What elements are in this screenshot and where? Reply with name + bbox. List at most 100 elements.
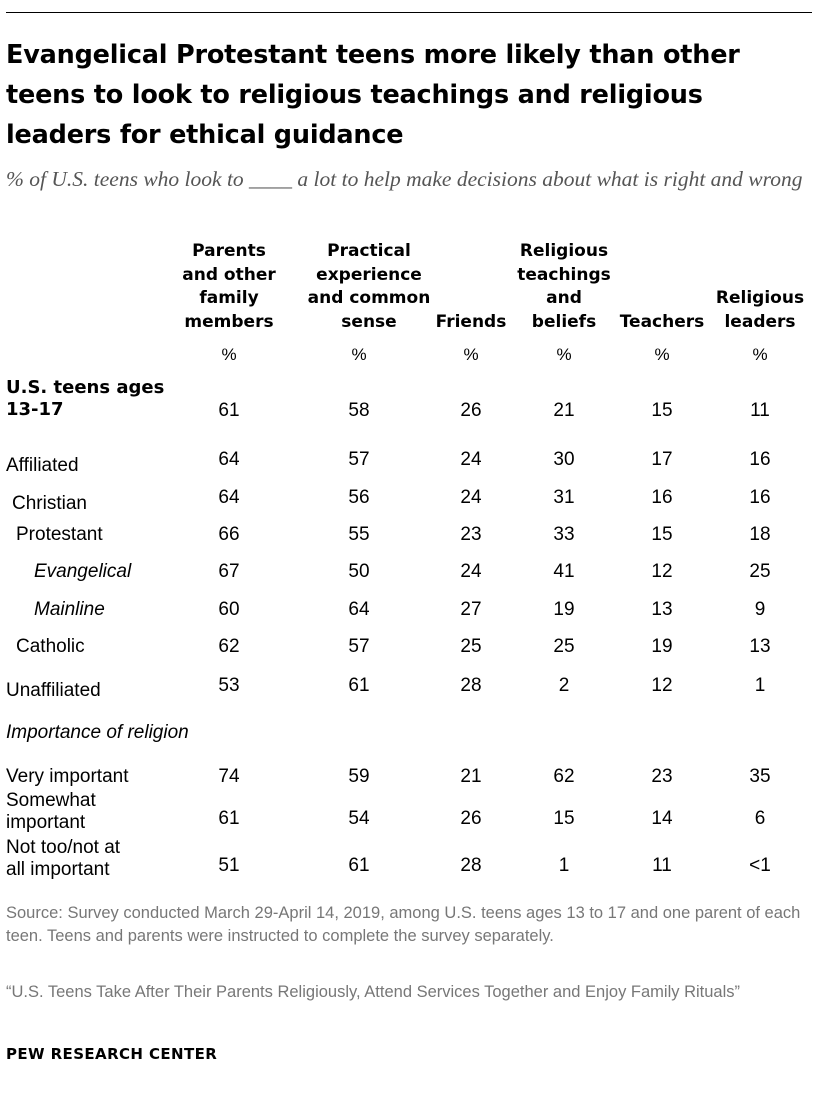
column-header-text: Friends [435,311,507,332]
table-cell: 60 [218,599,240,620]
table-cell: 2 [558,675,570,696]
table-cell: 64 [218,487,240,508]
percent-unit-label: % [463,345,479,364]
table-cell: 25 [749,561,771,582]
table-cell: 61 [348,855,370,876]
column-header-5: Religious leaders [685,240,826,334]
table-cell: 16 [651,487,673,508]
table-cell: 50 [348,561,370,582]
table-cell: 59 [348,766,370,787]
table-cell: 23 [460,524,482,545]
column-header-4: Teachers [587,240,737,334]
row-label: Very important [6,766,129,787]
table-cell: 26 [460,400,482,421]
column-header-text: Religious leaders [715,288,805,332]
table-cell: 13 [651,599,673,620]
row-label: Affiliated [6,455,79,476]
table-cell: 30 [553,449,575,470]
table-cell: 18 [749,524,771,545]
column-header-2: Friends [396,240,546,334]
table-cell: 57 [348,636,370,657]
table-cell: 66 [218,524,240,545]
table-cell: 24 [460,561,482,582]
table-cell: 1 [558,855,570,876]
column-header-text: Teachers [619,311,705,332]
table-cell: 21 [553,400,575,421]
table-cell: 12 [651,561,673,582]
table-cell: 21 [460,766,482,787]
column-header-1: Practical experience and common sense [294,240,444,334]
row-label: Importance of religion [6,722,189,743]
table-cell: 23 [651,766,673,787]
table-cell: 27 [460,599,482,620]
chart-title: Evangelical Protestant teens more likely… [6,40,740,150]
table-cell: 19 [553,599,575,620]
percent-unit-label: % [351,345,367,364]
table-cell: 67 [218,561,240,582]
top-rule [6,12,812,13]
row-label: U.S. teens ages 13-17 [6,377,165,420]
table-cell: 15 [651,524,673,545]
table-cell: 24 [460,449,482,470]
table-cell: 62 [553,766,575,787]
table-cell: 16 [749,449,771,470]
source-note: Source: Survey conducted March 29-April … [6,904,801,945]
chart-subtitle: % of U.S. teens who look to ____ a lot t… [6,167,803,191]
table-cell: 6 [754,808,766,829]
percent-unit-label: % [556,345,572,364]
table-cell: 1 [754,675,766,696]
table-cell: 33 [553,524,575,545]
row-label: Somewhat important [6,790,96,833]
table-cell: 53 [218,675,240,696]
table-cell: <1 [749,855,771,876]
table-cell: 57 [348,449,370,470]
report-title-note: “U.S. Teens Take After Their Parents Rel… [6,983,740,1001]
table-cell: 62 [218,636,240,657]
column-header-3: Religious teachings and beliefs [489,240,639,334]
table-cell: 35 [749,766,771,787]
table-cell: 55 [348,524,370,545]
column-header-0: Parents and other family members [154,240,304,334]
row-label: Mainline [34,599,105,620]
table-cell: 28 [460,855,482,876]
table-cell: 16 [749,487,771,508]
table-cell: 64 [218,449,240,470]
table-cell: 25 [553,636,575,657]
table-cell: 11 [652,855,672,876]
table-cell: 74 [218,766,240,787]
table-cell: 61 [348,675,370,696]
row-label: Catholic [16,636,85,657]
row-label: Christian [12,493,87,514]
column-header-text: Parents and other family members [182,241,276,332]
table-cell: 15 [651,400,673,421]
table-cell: 17 [651,449,673,470]
percent-unit-label: % [654,345,670,364]
table-cell: 41 [553,561,575,582]
row-label: Protestant [16,524,103,545]
table-cell: 61 [218,808,240,829]
row-label: Unaffiliated [6,680,101,701]
table-cell: 31 [553,487,575,508]
table-cell: 14 [651,808,673,829]
table-cell: 28 [460,675,482,696]
table-cell: 15 [553,808,575,829]
column-header-text: Practical experience and common sense [307,241,431,332]
table-cell: 24 [460,487,482,508]
row-label: Not too/not at all important [6,837,121,880]
percent-unit-label: % [221,345,237,364]
table-cell: 19 [651,636,673,657]
table-cell: 9 [754,599,766,620]
row-label: Evangelical [34,561,132,582]
table-cell: 12 [651,675,673,696]
brand-logo-text: PEW RESEARCH CENTER [6,1045,218,1063]
table-cell: 51 [218,855,240,876]
table-cell: 56 [348,487,370,508]
percent-unit-label: % [752,345,768,364]
column-header-text: Religious teachings and beliefs [517,241,611,332]
table-cell: 11 [750,400,770,421]
table-cell: 13 [749,636,771,657]
table-cell: 26 [460,808,482,829]
table-cell: 61 [218,400,240,421]
table-cell: 64 [348,599,370,620]
table-cell: 54 [348,808,370,829]
